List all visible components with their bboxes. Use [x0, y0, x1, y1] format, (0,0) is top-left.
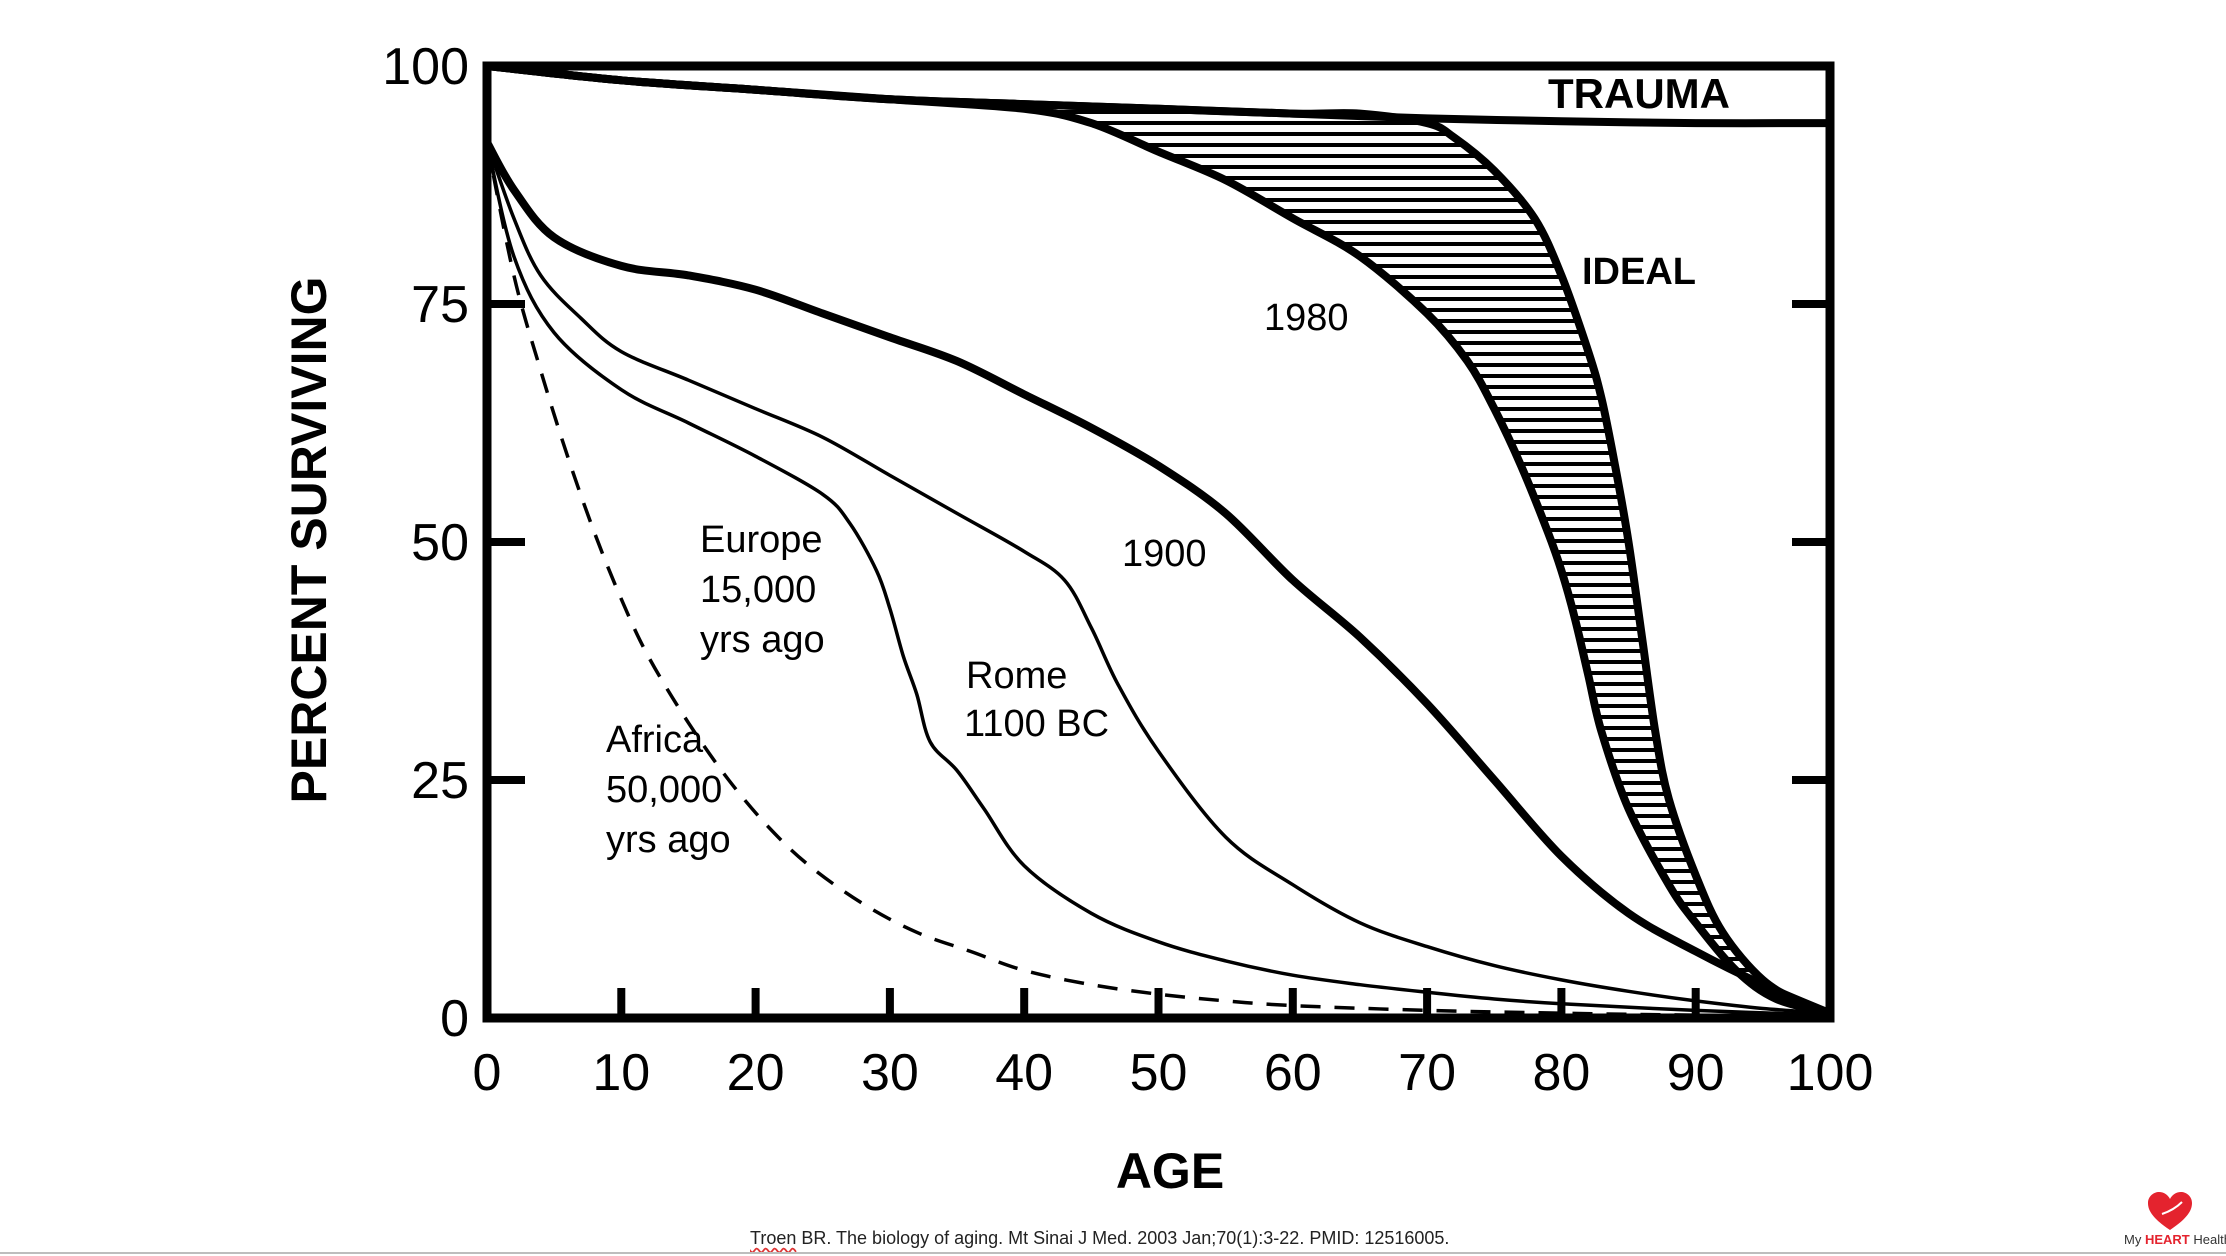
- series-line-africa-50-000-yrs-ago: [485, 141, 1831, 1018]
- x-tick-label-30: 30: [861, 1044, 919, 1102]
- citation: Troen BR. The biology of aging. Mt Sinai…: [750, 1228, 1449, 1249]
- x-tick-label-70: 70: [1398, 1044, 1456, 1102]
- brand-wordmark: My HEART Health: [2124, 1232, 2226, 1247]
- europe-years-label: 15,000: [700, 569, 816, 611]
- x-tick-label-20: 20: [727, 1044, 785, 1102]
- africa-years-label: 50,000: [606, 769, 722, 811]
- africa-label: Africa: [606, 719, 704, 761]
- x-tick-label-90: 90: [1667, 1044, 1725, 1102]
- x-axis-title: AGE: [1116, 1143, 1224, 1199]
- x-tick-label-50: 50: [1130, 1044, 1188, 1102]
- citation-text: BR. The biology of aging. Mt Sinai J Med…: [796, 1228, 1450, 1248]
- series-line-1980: [483, 62, 1834, 1018]
- europe-label: Europe: [700, 519, 823, 561]
- x-tick-label-60: 60: [1264, 1044, 1322, 1102]
- heart-icon: [2148, 1192, 2192, 1230]
- citation-author: Troen: [750, 1228, 797, 1248]
- tick-label-layer: 0 10 20 30 40 50 60 70 80 90 100 0 25 50 75 100: [382, 38, 1873, 1102]
- ideal-1980-hatched-region: [1024, 104, 1830, 1014]
- rome-label: Rome: [966, 655, 1067, 697]
- y-tick-label-25: 25: [411, 752, 469, 810]
- y-tick-label-100: 100: [382, 38, 469, 96]
- y-tick-label-75: 75: [411, 276, 469, 334]
- series-layer: [483, 62, 1834, 1018]
- y-tick-label-50: 50: [411, 514, 469, 572]
- x-tick-label-0: 0: [473, 1044, 502, 1102]
- label-1980: 1980: [1264, 297, 1349, 339]
- y-axis-title: PERCENT SURVIVING: [281, 277, 337, 804]
- rome-date-label: 1100 BC: [964, 703, 1109, 745]
- series-line-1900: [483, 138, 1834, 1018]
- footer-divider: [0, 1252, 2226, 1254]
- x-tick-label-80: 80: [1532, 1044, 1590, 1102]
- ideal-label: IDEAL: [1582, 251, 1696, 293]
- series-line-rome-1100-bc: [485, 140, 1832, 1015]
- x-tick-label-100: 100: [1787, 1044, 1874, 1102]
- series-line-europe-15-000-yrs-ago: [485, 140, 1832, 1017]
- brand-logo: My HEART Health: [2124, 1192, 2226, 1252]
- x-tick-label-40: 40: [995, 1044, 1053, 1102]
- africa-ago-label: yrs ago: [606, 819, 731, 861]
- x-tick-label-10: 10: [592, 1044, 650, 1102]
- tick-layer: [487, 300, 1830, 1018]
- label-1900: 1900: [1122, 533, 1207, 575]
- europe-ago-label: yrs ago: [700, 619, 825, 661]
- hatched-region: [1024, 104, 1830, 1014]
- trauma-label: TRAUMA: [1548, 70, 1730, 117]
- y-tick-label-0: 0: [440, 990, 469, 1048]
